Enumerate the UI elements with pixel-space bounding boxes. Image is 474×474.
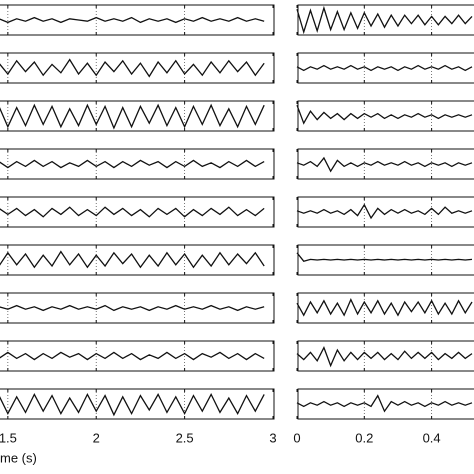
panel-frame (0, 52, 275, 84)
panel-frame (0, 292, 275, 324)
signal-trace (0, 250, 265, 269)
x-tick-label: 1.5 (0, 430, 17, 445)
signal-trace (296, 64, 473, 72)
signal-trace (0, 103, 265, 130)
signal-trace (0, 159, 265, 169)
panel-frame (0, 4, 275, 36)
panel-frame (297, 388, 474, 420)
signal-trace (296, 104, 473, 125)
x-tick-label: 2 (93, 430, 100, 445)
signal-trace (0, 304, 265, 312)
signal-trace (0, 351, 265, 361)
signal-trace (296, 394, 473, 413)
panel-frame (0, 244, 275, 276)
signal-trace (296, 156, 473, 173)
signal-trace (296, 5, 473, 35)
x-tick-label: 0 (293, 430, 300, 445)
signal-trace (0, 58, 265, 78)
signal-trace (0, 206, 265, 218)
x-tick-label: 0.2 (355, 430, 373, 445)
signal-trace (296, 203, 473, 220)
x-tick-label: 3 (269, 430, 276, 445)
x-axis-label: me (s) (0, 450, 37, 465)
panel-frame (0, 148, 275, 180)
panel-frame (0, 196, 275, 228)
panel-frame (297, 244, 474, 276)
panel-frame (0, 388, 275, 420)
signal-trace (296, 345, 473, 368)
panel-frame (297, 292, 474, 324)
panel-frame (297, 4, 474, 36)
signal-trace (296, 252, 473, 262)
signal-trace (0, 16, 265, 24)
panel-frame (0, 340, 275, 372)
x-tick-label: 2.5 (176, 430, 194, 445)
panel-frame (297, 100, 474, 132)
panel-frame (297, 340, 474, 372)
signal-trace (0, 392, 265, 417)
panel-frame (297, 196, 474, 228)
panel-frame (297, 148, 474, 180)
x-tick-label: 0.4 (423, 430, 441, 445)
signal-trace (296, 298, 473, 317)
panel-frame (0, 100, 275, 132)
